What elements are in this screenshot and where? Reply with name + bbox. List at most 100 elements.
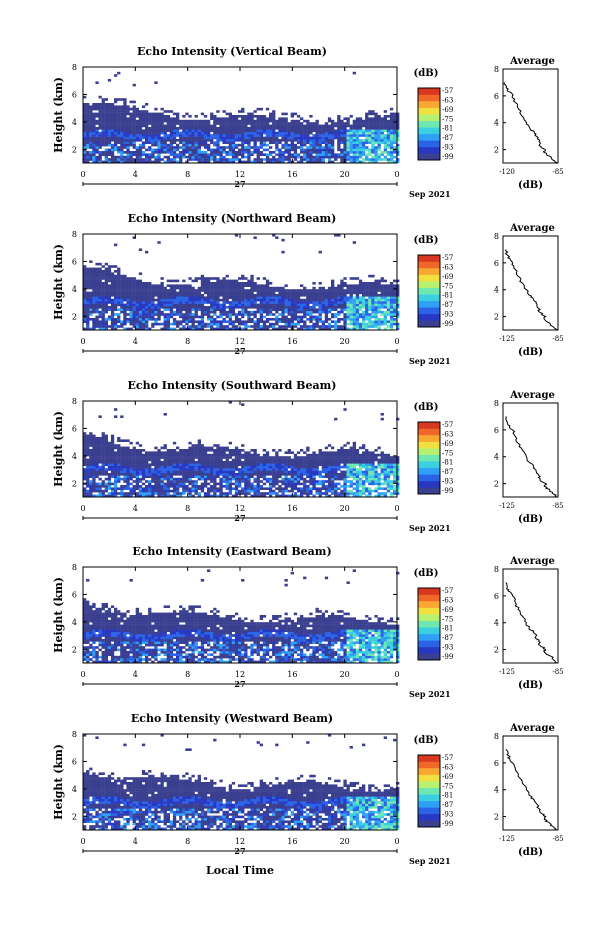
heatmap-cell	[135, 286, 139, 290]
heatmap-cell	[355, 158, 360, 161]
heatmap-cell	[365, 129, 369, 132]
heatmap-cell	[188, 301, 192, 304]
heatmap-cell	[92, 143, 96, 147]
heatmap-cell	[383, 148, 387, 152]
x-tick-label: 8	[185, 337, 190, 346]
heatmap-cell	[269, 153, 273, 156]
heatmap-cell	[89, 461, 93, 464]
heatmap-cell	[253, 286, 257, 290]
heatmap-cell	[219, 117, 223, 120]
heatmap-cell	[355, 122, 360, 125]
heatmap-cell	[197, 308, 201, 311]
heatmap-cell	[92, 153, 96, 156]
heatmap-cell	[120, 119, 124, 123]
heatmap-cell	[253, 298, 257, 302]
heatmap-cell	[256, 294, 260, 297]
heatmap-cell	[120, 284, 124, 287]
heatmap-cell	[126, 117, 130, 120]
heatmap-cell	[197, 453, 201, 457]
heatmap-cell	[349, 315, 353, 319]
heatmap-cell	[253, 143, 257, 147]
heatmap-cell	[287, 306, 291, 309]
heatmap	[83, 234, 400, 331]
heatmap-cell	[123, 439, 127, 442]
heatmap-cell	[213, 482, 217, 486]
heatmap-cell	[318, 327, 322, 331]
heatmap-cell	[141, 286, 146, 290]
heatmap-cell	[120, 458, 124, 462]
heatmap-cell	[343, 153, 347, 156]
heatmap-cell	[169, 458, 174, 462]
heatmap-cell	[222, 291, 226, 295]
heatmap-cell	[179, 313, 183, 316]
heatmap-cell	[151, 468, 155, 471]
heatmap-cell	[265, 122, 270, 125]
heatmap-cell	[287, 143, 291, 147]
heatmap-cell	[275, 124, 279, 128]
heatmap-cell	[179, 139, 183, 142]
heatmap-cell	[117, 458, 121, 462]
heatmap-cell	[83, 461, 87, 464]
heatmap-cell	[306, 122, 310, 125]
heatmap-cell	[396, 160, 400, 164]
heatmap-cell	[386, 122, 391, 125]
heatmap-cell	[138, 315, 143, 319]
heatmap-cell	[253, 151, 257, 154]
heatmap-cell	[169, 468, 174, 471]
heatmap-cell	[163, 306, 167, 309]
heatmap-cell	[148, 451, 152, 454]
heatmap-cell	[371, 284, 375, 287]
heatmap-cell	[340, 139, 344, 142]
heatmap-cell	[380, 320, 384, 323]
heatmap-cell	[321, 148, 325, 152]
heatmap-cell	[129, 458, 133, 462]
heatmap-cell	[191, 134, 195, 137]
heatmap-cell	[92, 475, 96, 478]
heatmap-cell	[160, 310, 164, 314]
heatmap-cell	[98, 291, 102, 295]
heatmap-cell	[172, 318, 177, 321]
heatmap-cell	[355, 134, 360, 137]
heatmap-cell	[228, 470, 232, 474]
heatmap-cell	[238, 320, 242, 323]
heatmap-cell	[272, 110, 276, 113]
average-y-tick-label: 4	[494, 119, 499, 128]
heatmap-cell	[104, 112, 108, 116]
heatmap-cell	[194, 461, 198, 464]
heatmap-cell	[163, 160, 167, 164]
heatmap-cell	[222, 470, 226, 474]
heatmap-cell	[114, 139, 118, 142]
heatmap-cell	[145, 308, 149, 311]
heatmap-cell	[107, 160, 112, 164]
heatmap-cell	[160, 463, 164, 466]
heatmap-cell	[145, 453, 149, 457]
heatmap-cell	[238, 453, 242, 457]
heatmap-cell	[318, 155, 322, 159]
heatmap-cell	[89, 458, 93, 462]
panel-1: Echo Intensity (Northward Beam)Height (k…	[52, 212, 564, 366]
heatmap-cell	[101, 298, 105, 302]
heatmap-cell	[340, 155, 344, 159]
heatmap-cell	[368, 320, 372, 323]
heatmap-cell	[188, 327, 192, 331]
heatmap-cell	[114, 463, 118, 466]
heatmap-cell	[265, 117, 270, 120]
heatmap-cell	[104, 267, 108, 271]
heatmap-cell	[148, 127, 152, 130]
heatmap-cell	[244, 136, 248, 140]
heatmap-cell	[275, 146, 279, 149]
heatmap-cell	[389, 148, 394, 152]
heatmap-cell	[349, 303, 353, 307]
heatmap-cell	[151, 315, 155, 319]
heatmap-cell	[197, 127, 201, 130]
heatmap-cell	[83, 119, 87, 123]
heatmap-cell	[234, 291, 239, 295]
heatmap-cell	[228, 306, 232, 309]
heatmap-cell	[89, 291, 93, 295]
heatmap-cell	[169, 461, 174, 464]
heatmap-cell	[290, 318, 294, 321]
heatmap-cell	[182, 148, 186, 152]
heatmap-cell	[331, 148, 335, 152]
heatmap-cell	[210, 463, 214, 466]
heatmap-cell	[98, 279, 102, 283]
